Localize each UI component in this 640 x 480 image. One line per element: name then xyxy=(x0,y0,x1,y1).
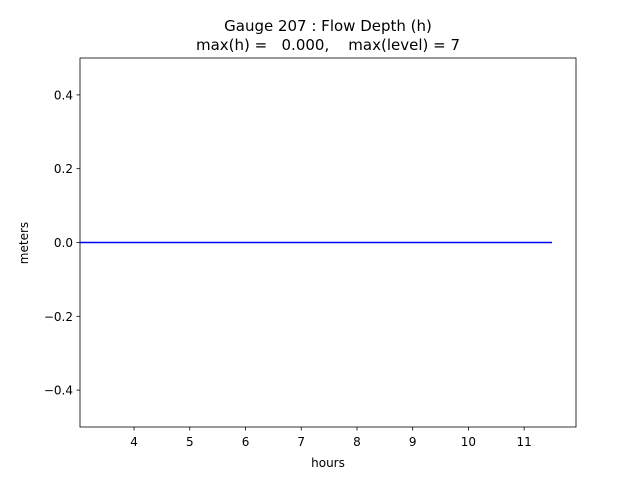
x-tick-label: 10 xyxy=(461,435,476,449)
y-axis-label: meters xyxy=(17,222,31,264)
chart-subtitle: max(h) = 0.000, max(level) = 7 xyxy=(196,36,460,54)
y-tick-label: −0.2 xyxy=(44,310,73,324)
x-tick-label: 4 xyxy=(130,435,138,449)
x-tick-label: 5 xyxy=(186,435,194,449)
x-tick-label: 8 xyxy=(353,435,361,449)
x-tick-label: 11 xyxy=(517,435,532,449)
y-tick-label: −0.4 xyxy=(44,384,73,398)
chart-title: Gauge 207 : Flow Depth (h) xyxy=(224,17,432,35)
y-tick-label: 0.4 xyxy=(54,88,73,102)
x-tick-label: 9 xyxy=(409,435,417,449)
x-axis-label: hours xyxy=(311,456,345,470)
y-tick-label: 0.2 xyxy=(54,162,73,176)
y-tick-label: 0.0 xyxy=(54,236,73,250)
x-tick-label: 6 xyxy=(242,435,250,449)
plot-frame xyxy=(79,57,577,428)
x-tick-label: 7 xyxy=(297,435,305,449)
